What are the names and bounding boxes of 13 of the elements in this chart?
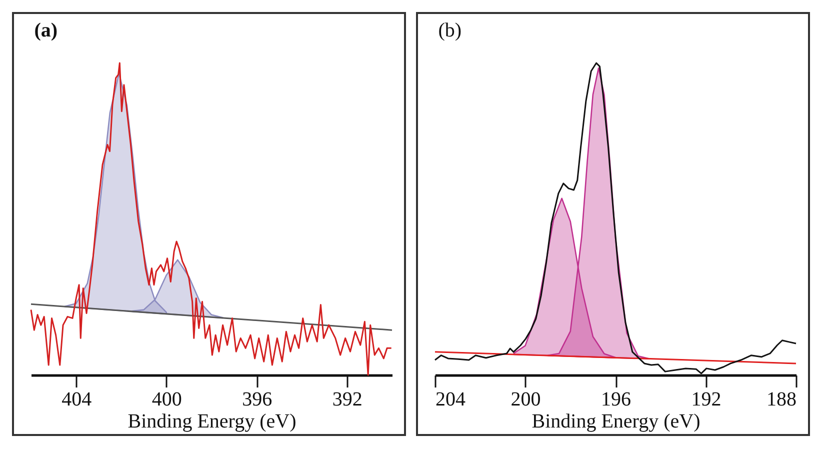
x-axis-title: Binding Energy (eV): [128, 410, 296, 432]
chart-title: (a): [34, 19, 58, 42]
x-tick-label: 396: [242, 388, 272, 410]
x-axis-title: Binding Energy (eV): [532, 410, 700, 432]
x-tick-label: 188: [766, 388, 796, 410]
x-tick-label: 192: [691, 388, 722, 410]
x-tick-label: 392: [332, 388, 362, 410]
x-tick-label: 404: [62, 388, 92, 410]
x-tick-label: 196: [601, 388, 631, 410]
x-tick-label: 200: [510, 388, 541, 410]
chart-title: (b): [438, 19, 462, 42]
x-tick-label: 204: [436, 388, 466, 410]
x-tick-label: 400: [152, 388, 182, 410]
